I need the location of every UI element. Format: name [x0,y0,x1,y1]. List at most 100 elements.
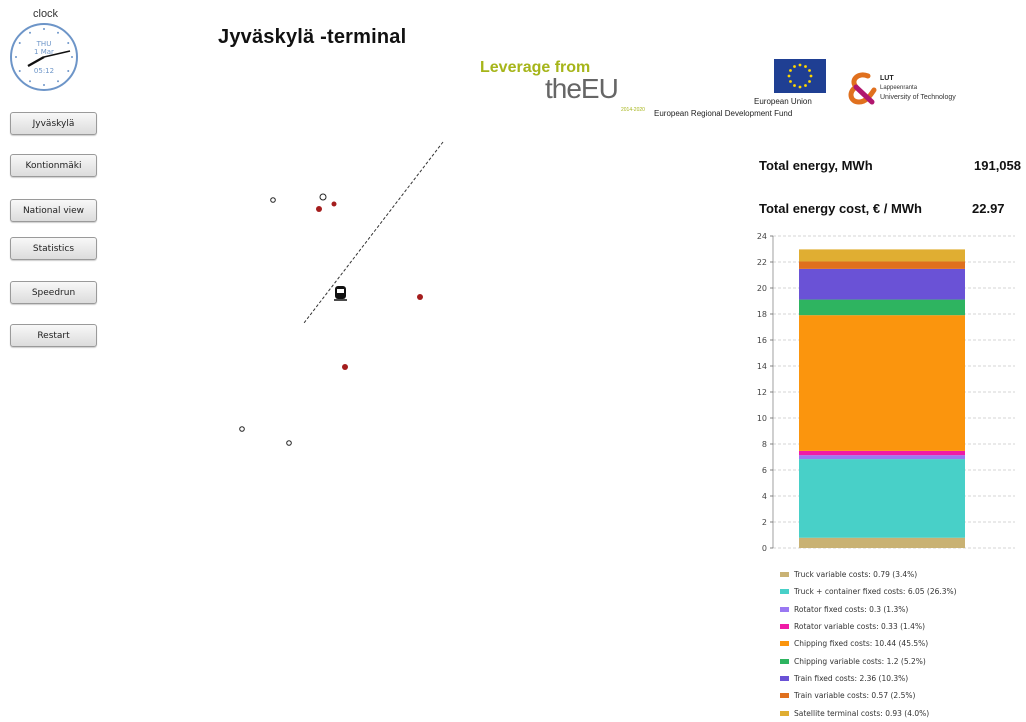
bar-segment [799,537,965,548]
hollow-marker [270,197,276,203]
hollow-marker [239,426,245,432]
clock-tick [18,70,21,72]
bar-segment [799,455,965,460]
clock-tick [43,28,45,30]
clock-widget: THU 1 Mar 05:12 [10,23,78,91]
lut-logo-icon [848,72,877,105]
jyvaskyla-button[interactable]: Jyväskylä [10,112,97,135]
filled-marker [342,364,348,370]
lut-city: Lappeenranta [880,85,918,91]
eu-star [798,85,802,89]
legend-label: Chipping fixed costs: 10.44 (45.5%) [794,639,929,649]
clock-tick [57,31,59,34]
terminal-map[interactable] [225,130,455,460]
total-energy-value: 191,058 [974,158,1021,173]
legend-label: Truck variable costs: 0.79 (3.4%) [794,570,918,580]
eu-star [809,74,813,78]
clock-tick [57,80,59,83]
hollow-marker [286,440,292,446]
legend-label: Train variable costs: 0.57 (2.5%) [794,691,916,701]
bar-segment [799,450,965,456]
legend-item: Chipping fixed costs: 10.44 (45.5%) [780,635,957,652]
clock-tick [18,42,21,44]
eu-flag-icon [774,59,826,93]
filled-marker [417,294,423,300]
legend-item: Train variable costs: 0.57 (2.5%) [780,687,957,704]
bar-segment [799,315,965,451]
total-energy-label: Total energy, MWh [759,158,873,173]
clock-tick [67,70,70,72]
legend-item: Rotator variable costs: 0.33 (1.4%) [780,618,957,635]
legend-label: Rotator fixed costs: 0.3 (1.3%) [794,604,909,614]
legend-item: Chipping variable costs: 1.2 (5.2%) [780,652,957,669]
legend-label: Rotator variable costs: 0.33 (1.4%) [794,622,926,632]
legend-swatch [780,572,789,578]
speedrun-button[interactable]: Speedrun [10,281,97,304]
national-view-button[interactable]: National view [10,199,97,222]
clock-tick [43,84,45,86]
clock-time: 05:12 [34,67,54,75]
y-tick-label: 18 [757,310,767,319]
legend-item: Satellite terminal costs: 0.93 (4.0%) [780,704,957,721]
y-tick-label: 4 [762,492,767,501]
legend-swatch [780,589,789,595]
leverage-logo-line2: theEU [545,73,619,104]
filled-marker [331,201,337,207]
chart-stacked-bar [799,249,965,548]
hollow-marker [319,193,327,201]
legend-label: Satellite terminal costs: 0.93 (4.0%) [794,708,930,718]
legend-item: Truck + container fixed costs: 6.05 (26.… [780,583,957,600]
eu-star [789,80,792,83]
leverage-logo-years: 2014-2020 [621,107,645,113]
y-tick-label: 20 [757,284,767,293]
eu-star [804,84,807,87]
eu-star [808,80,811,83]
clock-label: clock [33,8,59,20]
y-tick-label: 14 [757,362,767,371]
eu-star [798,63,802,67]
legend-swatch [780,658,789,664]
clock-tick [71,56,73,58]
eu-star [787,74,791,78]
legend-swatch [780,693,789,699]
legend-item: Truck variable costs: 0.79 (3.4%) [780,566,957,583]
y-tick-label: 6 [762,466,767,475]
eu-star [793,84,796,87]
y-tick-label: 0 [762,544,767,553]
clock-ticks [15,28,73,86]
clock-hour-hand [27,55,45,68]
eu-star [808,69,811,72]
y-tick-label: 10 [757,414,767,423]
bar-segment [799,249,965,262]
legend-label: Truck + container fixed costs: 6.05 (26.… [794,587,957,597]
bar-segment [799,299,965,316]
lut-university: University of Technology [880,94,956,101]
clock-tick [29,31,31,34]
legend-swatch [780,641,789,647]
legend-label: Train fixed costs: 2.36 (10.3%) [794,673,909,683]
restart-button[interactable]: Restart [10,324,97,347]
y-tick-label: 24 [757,232,767,241]
bar-segment [799,261,965,269]
y-tick-label: 12 [757,388,767,397]
legend-label: Chipping variable costs: 1.2 (5.2%) [794,656,926,666]
eu-fund-text: European Regional Development Fund [654,109,793,118]
page-title: Jyväskylä -terminal [218,26,407,48]
legend-swatch [780,675,789,681]
legend-swatch [780,606,789,612]
statistics-button[interactable]: Statistics [10,237,97,260]
lut-name: LUT [880,75,894,82]
clock-minute-hand [43,50,71,58]
y-tick-label: 16 [757,336,767,345]
y-tick-label: 8 [762,440,767,449]
leverage-logo-line1: Leverage from [480,59,591,76]
eu-star [793,65,796,68]
legend-item: Rotator fixed costs: 0.3 (1.3%) [780,601,957,618]
kontionmaki-button[interactable]: Kontionmäki [10,154,97,177]
total-cost-value: 22.97 [972,201,1005,216]
bar-segment [799,459,965,538]
eu-star [789,69,792,72]
y-tick-label: 22 [757,258,767,267]
